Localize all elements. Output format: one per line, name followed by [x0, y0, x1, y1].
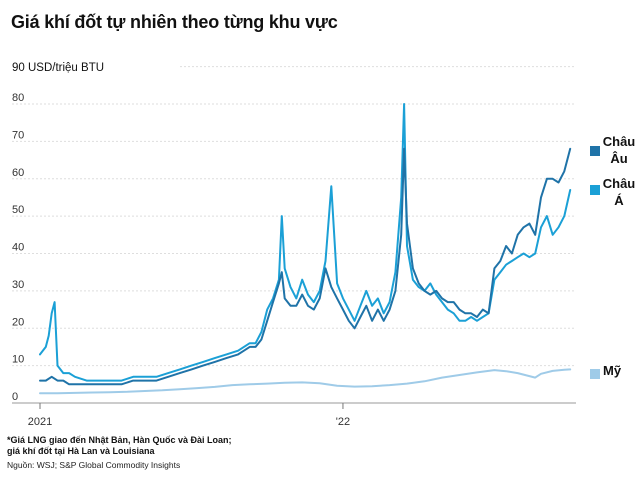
x-tick-label: '22 [336, 416, 350, 428]
legend: Châu Âu Châu Á Mỹ [590, 134, 635, 379]
series-line-2 [39, 368, 572, 395]
legend-swatch-1 [590, 185, 600, 195]
x-axis-ticks: 2021 '22 [28, 403, 350, 428]
legend-label-0-line1: Châu [603, 134, 636, 149]
chart-title: Giá khí đốt tự nhiên theo từng khu vực [11, 12, 338, 32]
series-lines [39, 103, 572, 395]
legend-swatch-2 [590, 369, 600, 379]
legend-label-1-line2: Á [614, 193, 624, 208]
unit-label: 90 USD/triệu BTU [12, 62, 104, 74]
y-tick-label: 10 [12, 354, 24, 366]
legend-swatch-0 [590, 146, 600, 156]
y-tick-label: 80 [12, 92, 24, 104]
y-tick-label: 40 [12, 242, 24, 254]
y-tick-label: 60 [12, 167, 24, 179]
series-line-0 [39, 147, 572, 386]
unit-label-bg [10, 58, 180, 74]
x-tick-label: 2021 [28, 416, 52, 428]
y-tick-label: 30 [12, 279, 24, 291]
y-tick-label: 70 [12, 129, 24, 141]
y-tick-label: 20 [12, 316, 24, 328]
gridlines [12, 66, 576, 404]
legend-label-2: Mỹ [603, 363, 622, 378]
y-tick-label: 0 [12, 391, 18, 403]
footnote-line-2: giá khí đốt tại Hà Lan và Louisiana [7, 446, 155, 456]
footnote-line-1: *Giá LNG giao đến Nhật Bản, Hàn Quốc và … [7, 435, 232, 445]
source-note: Nguồn: WSJ; S&P Global Commodity Insight… [7, 460, 181, 470]
y-axis-ticks: 80 70 60 50 40 30 20 10 0 [12, 92, 24, 403]
footnote: *Giá LNG giao đến Nhật Bản, Hàn Quốc và … [7, 435, 307, 457]
legend-label-1-line1: Châu [603, 176, 636, 191]
legend-label-0-line2: Âu [610, 151, 627, 166]
y-tick-label: 50 [12, 204, 24, 216]
series-line-1 [39, 103, 572, 382]
